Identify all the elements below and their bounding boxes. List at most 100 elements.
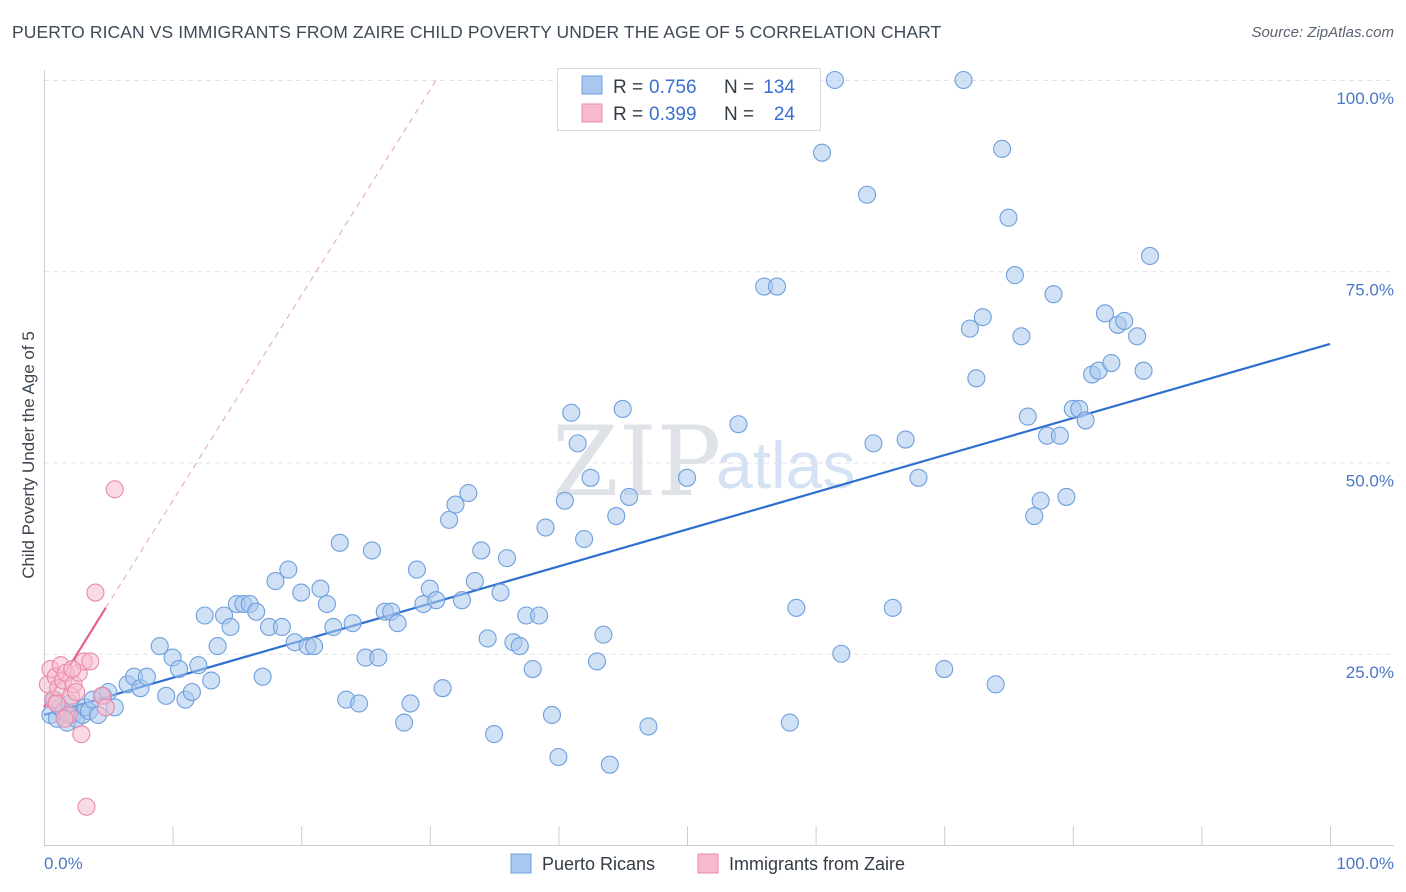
- y-tick-label: 75.0%: [1346, 280, 1394, 299]
- data-point-puerto-ricans: [600, 755, 619, 774]
- data-point-puerto-ricans: [395, 713, 414, 732]
- data-point-puerto-ricans: [999, 208, 1018, 227]
- y-tick-labels: 25.0% 50.0% 75.0% 100.0%: [1336, 89, 1394, 682]
- data-point-puerto-ricans: [613, 399, 632, 419]
- data-point-puerto-ricans: [562, 403, 581, 422]
- data-point-puerto-ricans: [1044, 285, 1063, 304]
- data-point-puerto-ricans: [536, 518, 555, 537]
- series-legend-swatch-blue: [510, 853, 532, 874]
- data-point-zaire: [77, 797, 96, 816]
- data-point-puerto-ricans: [864, 434, 883, 453]
- trend-lines: [43, 79, 1331, 717]
- trend-line-zaire-extension: [105, 79, 437, 609]
- data-point-puerto-ricans: [607, 506, 626, 526]
- data-point-puerto-ricans: [832, 644, 851, 663]
- legend-swatch-pink: [581, 103, 603, 123]
- data-point-puerto-ricans: [1025, 506, 1044, 526]
- data-point-zaire: [96, 698, 115, 717]
- data-point-puerto-ricans: [909, 468, 928, 487]
- data-point-puerto-ricans: [169, 659, 189, 679]
- data-point-puerto-ricans: [780, 713, 799, 732]
- data-point-puerto-ricans: [330, 533, 349, 552]
- data-point-puerto-ricans: [343, 614, 362, 633]
- data-point-puerto-ricans: [279, 560, 298, 579]
- data-point-puerto-ricans: [729, 415, 748, 434]
- data-point-puerto-ricans: [1031, 491, 1050, 510]
- data-point-puerto-ricans: [568, 434, 587, 453]
- data-point-puerto-ricans: [1095, 304, 1114, 323]
- series-legend-label-zaire: Immigrants from Zaire: [729, 854, 905, 874]
- data-point-puerto-ricans: [311, 579, 330, 598]
- data-point-puerto-ricans: [896, 430, 915, 449]
- data-point-zaire: [86, 583, 105, 602]
- data-point-puerto-ricans: [555, 491, 574, 510]
- data-point-puerto-ricans: [812, 143, 832, 162]
- data-point-puerto-ricans: [452, 591, 472, 610]
- data-point-puerto-ricans: [305, 637, 324, 656]
- data-point-zaire: [67, 682, 86, 702]
- data-point-puerto-ricans: [857, 185, 877, 204]
- data-point-puerto-ricans: [157, 686, 176, 705]
- chart-title: PUERTO RICAN VS IMMIGRANTS FROM ZAIRE CH…: [12, 22, 942, 42]
- data-point-puerto-ricans: [459, 484, 478, 503]
- legend-n-label-blue: N =: [724, 77, 754, 98]
- data-point-zaire: [72, 725, 91, 744]
- data-point-puerto-ricans: [362, 541, 381, 560]
- data-point-puerto-ricans: [369, 648, 388, 667]
- series-legend: Puerto Ricans Immigrants from Zaire: [510, 853, 905, 874]
- data-point-puerto-ricans: [150, 637, 169, 656]
- source-label: Source: ZipAtlas.com: [1251, 24, 1394, 41]
- data-point-zaire: [55, 709, 74, 728]
- series-legend-swatch-pink: [697, 853, 719, 874]
- puerto-ricans-points: [41, 70, 1160, 774]
- data-point-puerto-ricans: [581, 468, 600, 487]
- x-tick-marks: [172, 826, 1331, 845]
- data-point-puerto-ricans: [182, 682, 201, 702]
- data-point-puerto-ricans: [350, 694, 369, 713]
- data-point-zaire: [105, 480, 124, 499]
- legend-r-value-blue: 0.756: [649, 77, 697, 98]
- data-point-puerto-ricans: [1134, 361, 1153, 380]
- data-point-puerto-ricans: [465, 572, 484, 591]
- y-tick-label: 100.0%: [1336, 89, 1394, 108]
- data-point-puerto-ricans: [401, 694, 420, 713]
- data-point-puerto-ricans: [189, 656, 208, 675]
- data-point-puerto-ricans: [1140, 246, 1160, 265]
- data-point-puerto-ricans: [478, 629, 497, 648]
- data-point-puerto-ricans: [440, 510, 459, 529]
- legend-r-value-pink: 0.399: [649, 104, 697, 125]
- data-point-puerto-ricans: [1115, 311, 1134, 331]
- data-point-puerto-ricans: [986, 675, 1005, 694]
- legend-n-value-pink: 24: [774, 104, 796, 125]
- data-point-zaire: [63, 659, 82, 679]
- data-point-puerto-ricans: [767, 277, 787, 296]
- data-point-puerto-ricans: [208, 637, 227, 656]
- x-tick-label-max: 100.0%: [1336, 854, 1394, 873]
- legend-n-value-blue: 134: [763, 77, 795, 98]
- data-point-puerto-ricans: [292, 583, 311, 602]
- data-point-puerto-ricans: [221, 617, 240, 637]
- trend-line-puerto-ricans: [43, 342, 1331, 717]
- data-point-puerto-ricans: [787, 598, 806, 617]
- legend-n-label-pink: N =: [724, 104, 754, 125]
- data-point-puerto-ricans: [497, 549, 517, 568]
- data-point-puerto-ricans: [510, 637, 529, 656]
- data-point-puerto-ricans: [317, 594, 336, 614]
- data-point-puerto-ricans: [324, 617, 343, 637]
- watermark-atlas: atlas: [716, 428, 855, 502]
- data-point-puerto-ricans: [825, 70, 844, 90]
- data-point-puerto-ricans: [485, 725, 504, 744]
- data-point-puerto-ricans: [594, 625, 613, 644]
- zaire-points: [38, 480, 124, 816]
- x-tick-label-min: 0.0%: [44, 854, 83, 873]
- data-point-puerto-ricans: [266, 572, 285, 591]
- legend-r-label-pink: R =: [613, 104, 643, 125]
- data-point-puerto-ricans: [542, 705, 562, 725]
- data-point-puerto-ricans: [1076, 411, 1095, 430]
- data-point-puerto-ricans: [549, 747, 568, 767]
- data-point-puerto-ricans: [1057, 487, 1076, 506]
- data-point-puerto-ricans: [973, 308, 992, 327]
- data-point-puerto-ricans: [253, 667, 272, 686]
- data-point-puerto-ricans: [1018, 407, 1037, 426]
